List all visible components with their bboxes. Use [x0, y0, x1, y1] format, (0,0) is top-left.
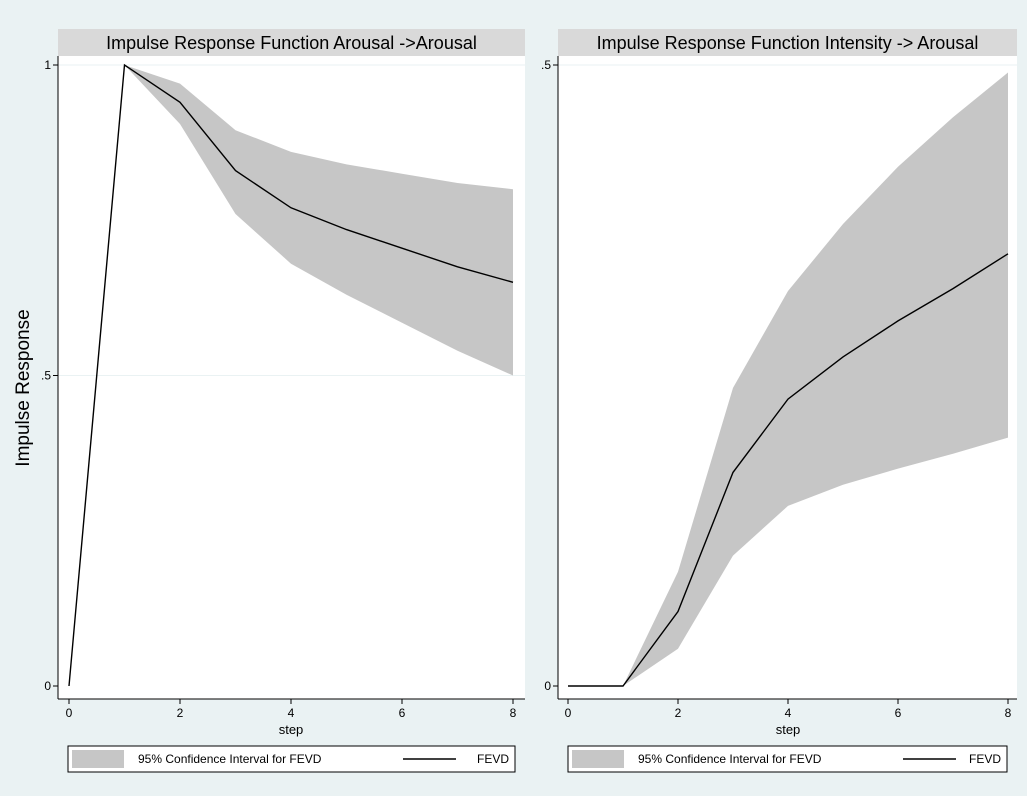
- x-tick-label: 4: [785, 706, 792, 720]
- panel-1: Impulse Response Function Arousal ->Arou…: [41, 29, 525, 773]
- y-axis-label: Impulse Response: [13, 309, 34, 466]
- title-strip: [58, 29, 525, 56]
- y-tick-label: .5: [541, 58, 551, 72]
- x-tick-label: 2: [675, 706, 682, 720]
- x-tick-label: 0: [66, 706, 73, 720]
- x-axis-label: step: [279, 722, 304, 737]
- x-tick-label: 6: [399, 706, 406, 720]
- y-tick-label: 0: [44, 679, 51, 693]
- chart-title: Impulse Response Function Arousal ->Arou…: [106, 33, 477, 53]
- legend-band-label: 95% Confidence Interval for FEVD: [138, 752, 322, 766]
- x-tick-label: 4: [288, 706, 295, 720]
- x-tick-label: 2: [177, 706, 184, 720]
- y-tick-label: 0: [544, 679, 551, 693]
- legend: 95% Confidence Interval for FEVD FEVD: [567, 745, 1008, 773]
- y-tick-label: .5: [41, 369, 51, 383]
- fevd-line: [568, 253, 1009, 687]
- x-tick-label: 8: [510, 706, 517, 720]
- title-strip: [558, 29, 1017, 56]
- legend-band-label: 95% Confidence Interval for FEVD: [638, 752, 822, 766]
- chart-title: Impulse Response Function Intensity -> A…: [597, 33, 979, 53]
- x-axis-label: step: [776, 722, 801, 737]
- legend-line-label: FEVD: [477, 752, 509, 766]
- confidence-band: [568, 72, 1008, 686]
- fevd-line: [68, 63, 514, 687]
- chart-panels: Impulse Response Function Arousal ->Arou…: [41, 29, 1017, 773]
- panel-2: Impulse Response Function Intensity -> A…: [541, 29, 1017, 773]
- legend-line-label: FEVD: [969, 752, 1001, 766]
- legend: 95% Confidence Interval for FEVD FEVD: [67, 745, 516, 773]
- x-tick-label: 6: [895, 706, 902, 720]
- confidence-band: [69, 65, 513, 686]
- y-tick-label: 1: [44, 58, 51, 72]
- legend-band-swatch: [572, 750, 624, 768]
- legend-band-swatch: [72, 750, 124, 768]
- x-tick-label: 8: [1005, 706, 1012, 720]
- x-tick-label: 0: [565, 706, 572, 720]
